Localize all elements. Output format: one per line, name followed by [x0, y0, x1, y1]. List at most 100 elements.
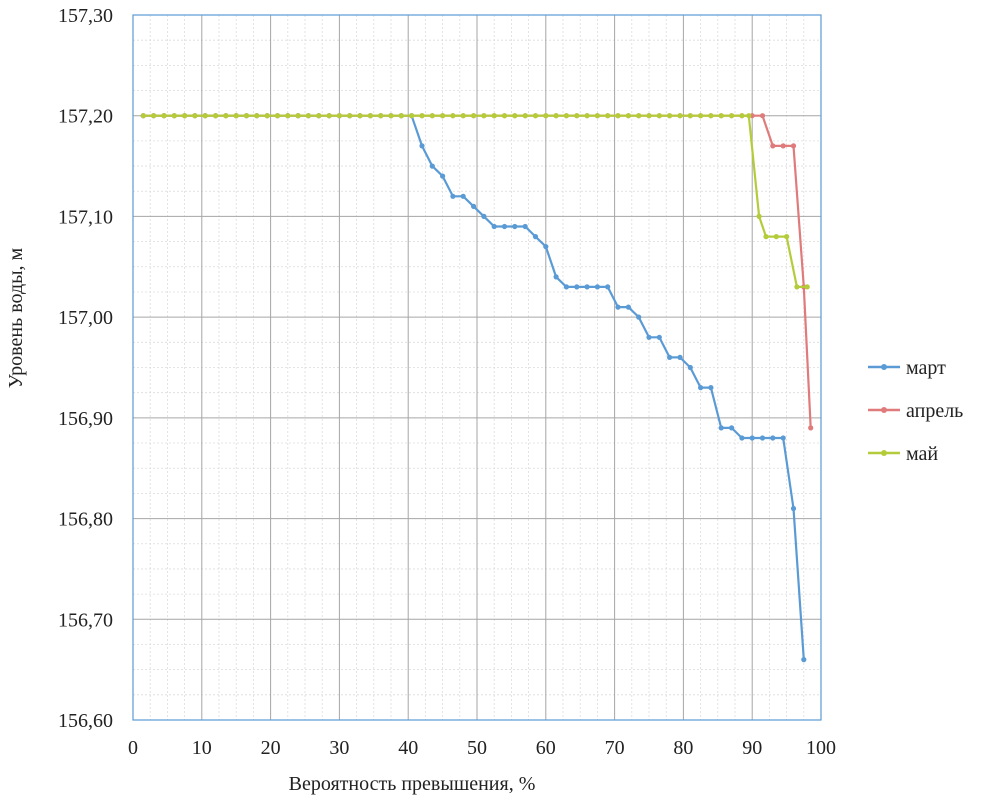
- data-point: [202, 113, 208, 119]
- x-tick-label: 80: [673, 737, 693, 759]
- x-tick-label: 30: [329, 737, 349, 759]
- data-point: [501, 113, 508, 119]
- legend-marker: [881, 407, 887, 413]
- data-point: [804, 284, 810, 290]
- data-point: [543, 244, 549, 250]
- y-tick-label: 156,80: [58, 509, 113, 531]
- data-point: [808, 425, 814, 431]
- data-point: [481, 213, 487, 219]
- y-tick-label: 157,00: [58, 307, 113, 329]
- data-point: [729, 113, 735, 119]
- data-point: [409, 113, 415, 119]
- data-point: [574, 284, 580, 290]
- data-point: [357, 113, 363, 119]
- data-point: [543, 113, 549, 119]
- data-point: [151, 113, 157, 119]
- data-point: [759, 435, 766, 441]
- data-point: [646, 113, 652, 119]
- y-tick-label: 157,30: [58, 5, 113, 27]
- data-point: [784, 234, 790, 240]
- data-point: [553, 113, 559, 119]
- data-point: [656, 113, 662, 119]
- data-point: [285, 113, 291, 119]
- data-point: [501, 223, 508, 230]
- data-point: [625, 113, 632, 119]
- data-point: [584, 113, 590, 119]
- data-point: [729, 425, 735, 431]
- data-point: [460, 193, 466, 199]
- series-group: [140, 113, 814, 663]
- data-point: [378, 113, 384, 119]
- data-point: [770, 143, 776, 149]
- data-point: [440, 113, 446, 119]
- data-point: [739, 113, 745, 119]
- data-point: [326, 113, 332, 119]
- data-point: [336, 113, 342, 119]
- y-axis-tick-labels: 156,60 156,70 156,80 156,90 157,00 157,10 157,…: [58, 5, 113, 732]
- data-point: [794, 284, 800, 290]
- data-point: [512, 113, 518, 119]
- data-point: [563, 284, 570, 290]
- data-point: [667, 113, 673, 119]
- data-point: [388, 113, 394, 119]
- data-point: [759, 113, 766, 119]
- data-point: [532, 234, 539, 240]
- data-point: [182, 113, 188, 119]
- legend-item: март: [868, 357, 946, 379]
- legend-label: март: [906, 357, 946, 379]
- data-point: [594, 284, 601, 290]
- x-tick-label: 50: [467, 737, 487, 759]
- data-point: [667, 354, 673, 360]
- data-point: [636, 314, 642, 320]
- legend: март апрель май: [868, 357, 963, 465]
- legend-marker: [881, 364, 887, 370]
- data-point: [481, 113, 487, 119]
- data-point: [471, 203, 477, 209]
- data-point: [223, 113, 229, 119]
- data-point: [563, 113, 570, 119]
- data-point: [171, 113, 177, 119]
- data-point: [522, 113, 528, 119]
- data-point: [140, 113, 146, 119]
- data-point: [594, 113, 601, 119]
- data-point: [615, 304, 621, 310]
- data-point: [553, 274, 559, 280]
- data-point: [756, 213, 762, 219]
- grid-lines: [132, 14, 822, 721]
- data-point: [780, 143, 786, 149]
- data-point: [213, 113, 219, 119]
- data-point: [460, 113, 466, 119]
- data-point: [367, 113, 373, 119]
- y-tick-label: 156,90: [58, 408, 113, 430]
- data-point: [625, 304, 632, 310]
- x-tick-label: 100: [806, 737, 836, 759]
- data-point: [264, 113, 270, 119]
- data-point: [746, 113, 752, 119]
- y-tick-label: 157,20: [58, 106, 113, 128]
- data-point: [419, 113, 425, 119]
- data-point: [440, 173, 446, 179]
- legend-label: май: [906, 443, 938, 465]
- data-point: [780, 435, 786, 441]
- data-point: [718, 113, 724, 119]
- data-point: [274, 113, 281, 119]
- data-point: [192, 113, 198, 119]
- data-point: [522, 223, 528, 230]
- x-tick-label: 10: [192, 737, 212, 759]
- data-point: [615, 113, 621, 119]
- data-point: [763, 234, 769, 240]
- data-point: [295, 113, 301, 119]
- data-point: [243, 113, 250, 119]
- data-point: [687, 113, 693, 119]
- data-point: [450, 193, 456, 199]
- x-axis-tick-labels: 0 10 20 30 40 50 60 70 80 90 100: [128, 737, 836, 759]
- data-point: [574, 113, 580, 119]
- x-tick-label: 40: [398, 737, 418, 759]
- data-point: [770, 435, 776, 441]
- legend-label: апрель: [906, 400, 963, 422]
- data-point: [532, 113, 539, 119]
- data-point: [708, 113, 714, 119]
- data-point: [429, 163, 435, 169]
